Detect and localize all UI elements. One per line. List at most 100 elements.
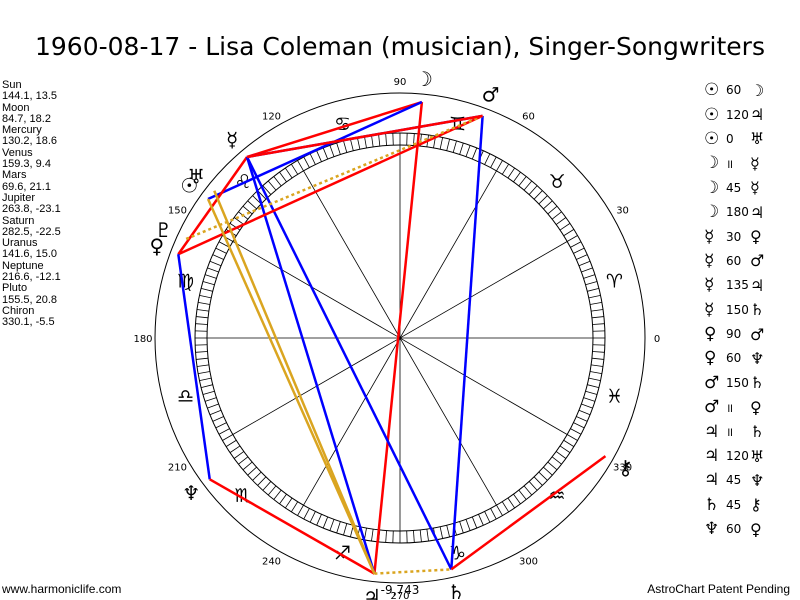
aspect-row: ♂ ॥ ♀	[704, 395, 764, 419]
degree-tick	[490, 156, 497, 168]
wheel-spokes	[207, 145, 593, 531]
degree-tick	[591, 364, 604, 367]
degree-tick	[196, 316, 209, 319]
aspect-planet2-icon: ♃	[750, 202, 765, 222]
degree-tick	[513, 171, 521, 183]
aspect-planet1-icon: ☉	[704, 80, 720, 101]
aspect-line	[245, 156, 453, 570]
degree-labels: 0 30 60 90 120 150 180 210 240 270 300 330	[133, 77, 660, 600]
aspect-angle: 180	[726, 205, 749, 220]
degree-tick	[212, 254, 224, 260]
degree-tick	[247, 466, 257, 476]
planet-name: Neptune	[2, 259, 44, 272]
degree-tick	[385, 530, 387, 543]
degree-tick	[559, 223, 571, 231]
aspect-row: ♂ 150 ♄	[704, 371, 764, 395]
degree-tick	[566, 434, 578, 441]
planet-coords: 263.8, -23.1	[2, 203, 61, 216]
aspect-row: ☿ 30 ♀	[704, 224, 764, 248]
degree-tick	[215, 422, 227, 429]
degree-label: 30	[616, 206, 629, 217]
moon-icon: ☽	[415, 67, 433, 91]
aspect-row: ☿ 135 ♃	[704, 273, 764, 297]
aspect-angle: 120	[726, 107, 749, 122]
degree-tick	[576, 254, 588, 260]
planet-coords: 130.2, 18.6	[2, 135, 58, 148]
degree-tick	[207, 403, 219, 409]
degree-tick	[570, 241, 582, 248]
aspect-planet2-icon: ♄	[750, 300, 765, 320]
mars-icon: ♂	[482, 82, 500, 106]
degree-tick	[233, 217, 245, 225]
aspect-planet2-icon: ☿	[750, 153, 760, 173]
degree-tick	[196, 309, 209, 312]
degree-tick	[364, 136, 367, 149]
aspect-angle: 60	[726, 522, 742, 537]
aspect-angle: 60	[726, 351, 742, 366]
zodiac-sign-icon: ♉	[548, 171, 565, 193]
degree-tick	[297, 160, 304, 172]
uranus-icon: ♅	[187, 165, 205, 189]
planet-coords: 282.5, -22.5	[2, 225, 61, 238]
aspect-row: ♃ 120 ♅	[704, 444, 764, 468]
aspect-line	[373, 101, 424, 574]
degree-tick	[591, 309, 604, 312]
degree-tick	[291, 501, 299, 513]
degree-tick	[547, 461, 558, 471]
aspect-row: ♄ 45 ⚷	[704, 493, 764, 517]
aspect-row: ♀ 60 ♆	[704, 346, 764, 370]
aspect-planet2-icon: ♀	[750, 227, 762, 247]
aspect-planet1-icon: ☉	[704, 128, 720, 149]
aspect-line	[246, 100, 423, 159]
degree-tick	[583, 274, 596, 279]
aspect-line	[177, 114, 484, 256]
degree-tick	[573, 422, 585, 429]
degree-tick	[322, 147, 329, 160]
aspect-angle: ॥	[726, 156, 734, 171]
degree-tick	[209, 260, 222, 267]
degree-tick	[279, 493, 287, 505]
chiron-icon: ⚷	[618, 456, 633, 480]
degree-tick	[439, 137, 444, 150]
degree-tick	[242, 461, 253, 471]
aspect-planet2-icon: ♅	[750, 129, 765, 149]
aspect-angle: 150	[726, 375, 749, 390]
aspect-angle: 135	[726, 278, 749, 293]
degree-tick	[585, 281, 598, 286]
aspect-angle: 0	[726, 131, 734, 146]
degree-label: 210	[168, 463, 187, 474]
aspect-line	[374, 568, 452, 575]
degree-tick	[215, 247, 227, 254]
aspect-line	[450, 455, 607, 571]
degree-tick	[207, 267, 219, 273]
degree-tick	[371, 134, 374, 147]
degree-tick	[195, 323, 208, 325]
degree-tick	[238, 456, 249, 465]
aspect-row: ♃ 45 ♆	[704, 468, 764, 492]
aspect-planet1-icon: ☽	[704, 202, 720, 223]
degree-tick	[592, 323, 605, 325]
aspect-row: ☉ 120 ♃	[704, 102, 764, 126]
aspect-line	[207, 100, 423, 201]
degree-tick	[419, 529, 422, 542]
degree-tick	[195, 351, 208, 353]
degree-tick	[551, 456, 562, 465]
degree-tick	[336, 142, 341, 155]
aspect-line	[209, 478, 376, 575]
degree-tick	[303, 508, 310, 520]
planet-name: Pluto	[2, 282, 28, 295]
degree-tick	[316, 150, 322, 162]
outer-ring	[154, 92, 646, 584]
degree-tick	[543, 200, 553, 210]
degree-tick	[356, 137, 361, 150]
aspect-planet2-icon: ♆	[750, 470, 765, 490]
degree-tick	[581, 267, 593, 273]
degree-tick	[225, 439, 237, 447]
footer-website[interactable]: www.harmoniclife.com	[2, 582, 122, 596]
aspect-planet2-icon: ♃	[750, 105, 765, 125]
planet-name: Mars	[2, 169, 27, 182]
degree-tick	[589, 302, 602, 305]
zodiac-sign-icon: ♒	[548, 485, 565, 507]
aspect-planet1-icon: ♂	[704, 397, 720, 418]
degree-tick	[533, 190, 543, 200]
